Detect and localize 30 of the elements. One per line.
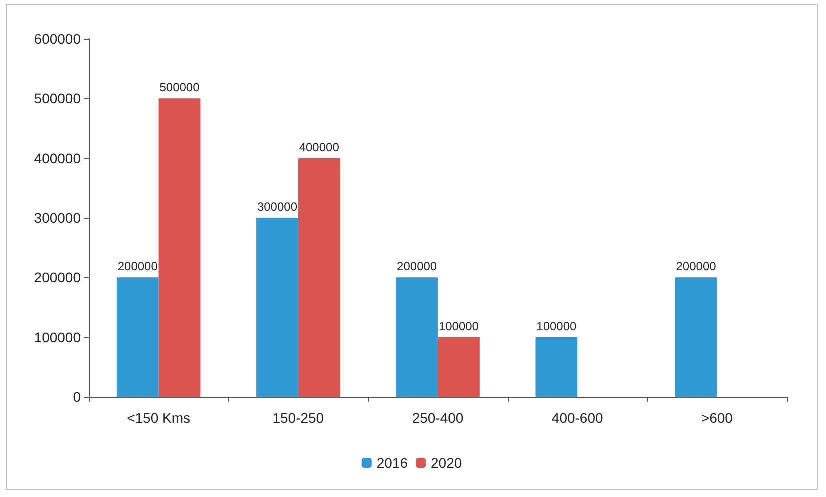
x-tick-label: 250-400 bbox=[412, 410, 464, 426]
bar bbox=[396, 278, 438, 397]
data-label: 200000 bbox=[676, 260, 717, 274]
bar bbox=[256, 218, 298, 397]
data-label: 200000 bbox=[397, 260, 438, 274]
x-tick-label: >600 bbox=[701, 410, 734, 426]
y-tick-label: 100000 bbox=[34, 329, 82, 346]
data-label: 300000 bbox=[257, 200, 298, 214]
data-label: 500000 bbox=[160, 80, 200, 95]
bar bbox=[536, 337, 578, 397]
bar bbox=[298, 158, 340, 397]
x-tick-label: 150-250 bbox=[272, 410, 324, 426]
data-label: 400000 bbox=[299, 140, 340, 154]
y-tick-label: 300000 bbox=[34, 210, 82, 226]
y-tick-label: 0 bbox=[73, 389, 82, 405]
data-label: 100000 bbox=[438, 319, 480, 334]
x-tick-label: <150 Kms bbox=[127, 410, 191, 426]
legend-label: 2016 bbox=[376, 455, 408, 471]
bar bbox=[438, 337, 480, 397]
bar bbox=[158, 98, 201, 397]
data-label: 200000 bbox=[118, 260, 158, 274]
y-tick-label: 400000 bbox=[34, 150, 82, 166]
y-tick-label: 500000 bbox=[34, 90, 82, 107]
bar bbox=[675, 278, 718, 397]
data-label: 100000 bbox=[536, 319, 578, 334]
bar bbox=[116, 278, 159, 397]
y-tick-label: 600000 bbox=[34, 31, 82, 47]
x-tick-label: 400-600 bbox=[552, 410, 604, 426]
y-tick-label: 200000 bbox=[34, 270, 82, 286]
legend-label: 2020 bbox=[431, 455, 462, 471]
